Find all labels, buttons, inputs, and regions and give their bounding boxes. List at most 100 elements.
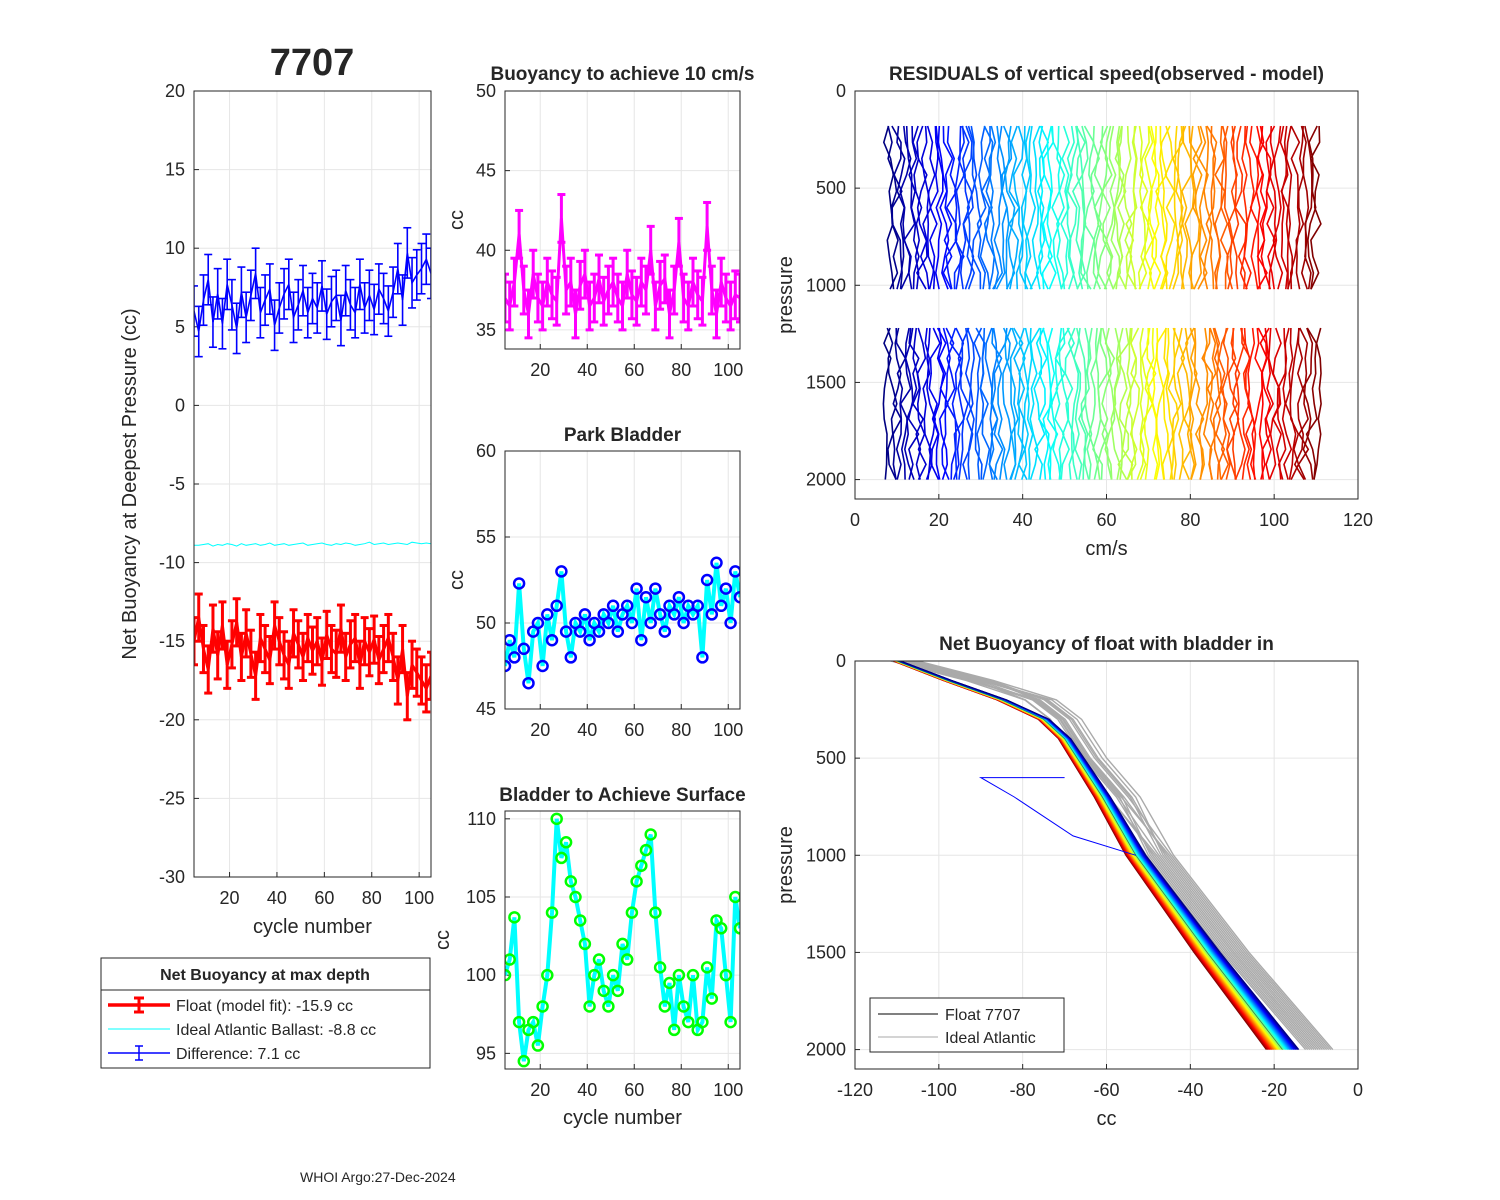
residual-profile-lower: [882, 327, 892, 480]
y-tick-label: 110: [467, 809, 496, 829]
x-tick-label: 100: [713, 720, 743, 740]
legend-swatch-float: [108, 996, 170, 1014]
difference-series-errorbar: [242, 291, 251, 344]
residual-profile-upper: [912, 125, 923, 290]
difference-series-errorbar: [370, 283, 379, 336]
buoyancy-series-errorbar: [604, 264, 613, 316]
difference-series-errorbar: [427, 247, 431, 300]
difference-series-errorbar: [256, 286, 265, 339]
difference-series-errorbar: [218, 297, 227, 350]
y-tick-label: -20: [159, 710, 185, 730]
difference-series-errorbar: [403, 226, 412, 279]
y-tick-label: 1000: [806, 275, 846, 295]
x-tick-label: 60: [624, 360, 644, 380]
buoyancy-series-errorbar: [712, 288, 721, 340]
x-tick-label: 40: [1013, 510, 1033, 530]
surface-series-point: [653, 961, 667, 974]
buoyancy-series-errorbar: [529, 248, 538, 300]
buoyancy-series-errorbar: [726, 280, 735, 332]
park-series-point: [555, 565, 568, 578]
park-series-point: [658, 625, 672, 638]
residual-profile-upper: [1265, 125, 1277, 290]
float-series-errorbar: [204, 644, 213, 695]
tick-labels: 20 40 60 80 100 20 15 10 5 0 -5 -10 -15 -20 -25 -30: [159, 81, 434, 908]
residual-profile-upper: [1234, 125, 1247, 290]
residual-profile-lower: [1284, 327, 1297, 480]
park-series-point: [578, 608, 592, 621]
float-series-errorbar: [308, 625, 317, 676]
surface-series-point: [512, 1015, 526, 1029]
buoyancy-series-errorbar: [674, 216, 683, 268]
park-series-point: [620, 599, 634, 613]
y-tick-label: 1500: [806, 372, 846, 392]
park-series-point: [644, 616, 657, 630]
residual-profile-upper: [1279, 125, 1289, 290]
park-series-point: [733, 590, 740, 604]
surface-series-point: [555, 851, 568, 865]
float-series-errorbar: [403, 671, 412, 722]
x-tick-label: 20: [220, 888, 240, 908]
surface-series-point: [588, 968, 601, 982]
y-tick-label: -5: [169, 474, 185, 494]
buoyancy-series-errorbar: [515, 208, 524, 260]
ideal-atlantic-profile: [903, 661, 1319, 1051]
float-series-errorbar: [289, 608, 298, 659]
residual-profile-upper: [1210, 125, 1222, 290]
y-tick-label: -10: [159, 553, 185, 573]
residual-profile-upper: [1304, 125, 1313, 290]
surface-series-point: [606, 968, 620, 982]
residual-profile-lower: [892, 327, 903, 480]
buoyancy-series-errorbar: [571, 288, 580, 340]
difference-series-errorbar: [194, 305, 203, 358]
difference-series-errorbar: [275, 281, 284, 334]
surface-series-point: [531, 1039, 545, 1052]
float-series-errorbar: [294, 619, 303, 670]
buoyancy-series-errorbar: [651, 280, 660, 332]
ideal-atlantic-profile: [913, 661, 1330, 1051]
residual-profile-upper: [1172, 125, 1184, 290]
residual-profile-lower: [1176, 327, 1186, 480]
y-axis-title: pressure: [775, 826, 797, 904]
y-axis-title: cc: [446, 210, 468, 230]
series-group: [505, 556, 740, 690]
ideal-series-line: [194, 541, 431, 547]
surface-series-point: [508, 911, 521, 924]
residual-profile-lower: [886, 327, 898, 480]
difference-series-errorbar: [208, 296, 217, 349]
y-tick-label: -30: [159, 867, 185, 887]
difference-series-errorbar: [213, 267, 222, 320]
float-series-errorbar: [417, 655, 426, 706]
residual-profile-lower: [1009, 327, 1019, 480]
residual-profile-upper: [1022, 125, 1032, 290]
buoyancy-series-errorbar: [505, 280, 514, 332]
difference-series-errorbar: [303, 286, 312, 339]
x-axis-title: cc: [1097, 1108, 1117, 1130]
residual-profile-upper: [1117, 125, 1127, 290]
buoyancy-series-errorbar: [731, 269, 740, 321]
difference-series-errorbar: [412, 248, 421, 301]
x-tick-label: 80: [671, 360, 691, 380]
x-tick-label: 60: [1096, 510, 1116, 530]
float-series-errorbar: [374, 634, 383, 686]
residual-profile-upper: [1256, 125, 1268, 290]
residual-profile-lower: [1038, 327, 1050, 480]
surface-series-point: [616, 937, 629, 951]
residual-profile-lower: [1139, 327, 1150, 480]
buoyancy-series-errorbar: [665, 288, 674, 340]
buoyancy-series-errorbar: [717, 256, 726, 308]
y-tick-label: 20: [165, 81, 185, 101]
residual-profile-lower: [988, 327, 999, 480]
legend-entry-float: Float (model fit): -15.9 cc: [176, 998, 353, 1015]
buoyancy-10cms-chart: 20 40 60 80 100 50 45 40 35 cc Buoyancy to achieve…: [446, 64, 755, 380]
buoyancy-series-errorbar: [632, 275, 641, 327]
y-tick-label: 10: [165, 238, 185, 258]
float-series-errorbar: [275, 616, 284, 667]
residual-profile-lower: [1002, 327, 1013, 480]
series-group: [194, 226, 431, 722]
difference-series-errorbar: [341, 264, 350, 317]
surface-series-point: [505, 968, 512, 982]
surface-series-point: [620, 953, 634, 966]
residual-profile-upper: [988, 125, 1000, 290]
x-tick-label: 40: [267, 888, 287, 908]
